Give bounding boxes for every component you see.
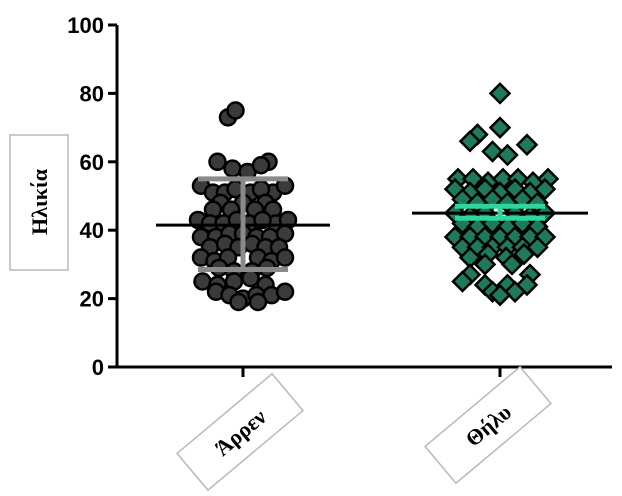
summary-lines xyxy=(156,176,588,273)
data-point xyxy=(515,133,539,156)
data-point xyxy=(512,242,536,266)
data-point xyxy=(223,159,242,178)
y-tick-label: 80 xyxy=(80,81,104,106)
data-point xyxy=(458,130,482,153)
data-point xyxy=(226,101,245,120)
data-point xyxy=(229,292,248,312)
data-point xyxy=(208,152,227,172)
data-point xyxy=(275,248,295,267)
y-axis-label: Ηλικία xyxy=(9,134,69,271)
x-tick-label-box xyxy=(424,365,552,485)
y-axis-label-text: Ηλικία xyxy=(27,168,52,235)
data-point xyxy=(488,82,512,105)
data-point xyxy=(241,268,260,288)
data-point xyxy=(533,177,557,201)
y-tick-label: 60 xyxy=(80,150,104,175)
data-point xyxy=(503,280,527,304)
y-tick-label: 20 xyxy=(80,287,104,312)
y-axis-ticks: 0 20 40 60 80 100 xyxy=(67,13,117,380)
data-point xyxy=(500,253,524,276)
data-point xyxy=(251,155,271,175)
y-tick-label: 100 xyxy=(67,13,104,38)
data-marks xyxy=(188,82,560,312)
data-point xyxy=(248,292,268,312)
y-tick-label: 40 xyxy=(80,218,104,243)
y-tick-label: 0 xyxy=(92,355,104,380)
data-point xyxy=(488,116,512,139)
data-point xyxy=(481,140,504,163)
x-tick-label: Θήλυ xyxy=(424,365,552,485)
x-tick-label: Άρρεν xyxy=(176,372,304,492)
x-tick-label-box xyxy=(176,372,304,492)
data-point xyxy=(488,283,512,307)
axes xyxy=(115,25,612,377)
data-point xyxy=(496,143,519,167)
x-axis-labels: Άρρεν Θήλυ xyxy=(176,365,552,492)
data-point xyxy=(451,270,474,293)
data-point xyxy=(275,282,295,302)
